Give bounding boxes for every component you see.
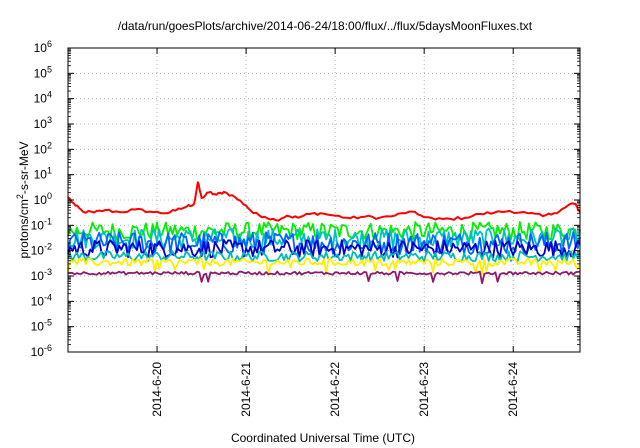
y-tick-label-base: 10 — [34, 193, 48, 207]
y-tick-label-base: 10 — [31, 244, 45, 258]
x-tick-label: 2014-6-23 — [417, 362, 431, 417]
y-tick-label-base: 10 — [34, 168, 48, 182]
y-tick-label: 10-1 — [31, 216, 52, 232]
y-tick-label: 100 — [34, 191, 52, 207]
y-tick-label-base: 10 — [31, 294, 45, 308]
y-tick-label-base: 10 — [34, 92, 48, 106]
y-tick-label: 10-6 — [31, 343, 52, 359]
y-tick-label-base: 10 — [34, 41, 48, 55]
grid — [68, 48, 580, 352]
y-tick-label: 10-2 — [31, 242, 52, 258]
y-tick-label-base: 10 — [34, 117, 48, 131]
y-axis-label-rest: -s-sr-MeV — [17, 141, 31, 194]
y-tick-label-base: 10 — [31, 320, 45, 334]
y-tick-label-exponent: 3 — [47, 115, 52, 125]
y-tick-label-exponent: -5 — [44, 318, 52, 328]
y-axis-label: protons/cm2-s-sr-MeV — [15, 141, 31, 258]
y-tick-label: 10-3 — [31, 267, 52, 283]
y-tick-label-exponent: -1 — [44, 216, 52, 226]
series-line — [67, 221, 581, 241]
x-tick-label: 2014-6-21 — [239, 362, 253, 417]
y-tick-label-base: 10 — [34, 142, 48, 156]
x-tick-label: 2014-6-20 — [150, 362, 164, 417]
plot-frame — [67, 47, 581, 353]
x-axis-label: Coordinated Universal Time (UTC) — [231, 431, 415, 445]
y-tick-label-exponent: -3 — [44, 267, 52, 277]
y-tick-label: 10-5 — [31, 318, 52, 334]
y-tick-label: 104 — [34, 90, 52, 106]
y-tick-label: 106 — [34, 39, 52, 55]
y-axis-label-base: protons/cm — [17, 199, 31, 258]
y-tick-label: 10-4 — [31, 292, 52, 308]
y-tick-label-exponent: -2 — [44, 242, 52, 252]
y-tick-label-exponent: -6 — [44, 343, 52, 353]
y-tick-label-exponent: 5 — [47, 64, 52, 74]
series-line — [67, 257, 581, 276]
y-axis-label-sup: 2 — [15, 194, 25, 199]
y-tick-label: 101 — [34, 166, 52, 182]
series-line — [67, 239, 581, 259]
y-tick-label: 105 — [34, 64, 52, 80]
y-tick-label-exponent: 1 — [47, 166, 52, 176]
axes: 10-610-510-410-310-210-11001011021031041… — [31, 39, 581, 417]
chart-title: /data/run/goesPlots/archive/2014-06-24/1… — [118, 19, 533, 33]
y-tick-label-base: 10 — [34, 66, 48, 80]
x-tick-label: 2014-6-24 — [506, 362, 520, 417]
y-tick-label: 102 — [34, 140, 52, 156]
y-tick-label-exponent: 0 — [47, 191, 52, 201]
y-tick-label-exponent: 6 — [47, 39, 52, 49]
series-line — [67, 181, 581, 222]
y-tick-label-base: 10 — [31, 345, 45, 359]
y-tick-label-exponent: 2 — [47, 140, 52, 150]
y-tick-label-base: 10 — [31, 218, 45, 232]
x-tick-label: 2014-6-22 — [328, 362, 342, 417]
series-line — [67, 270, 581, 285]
y-tick-label: 103 — [34, 115, 52, 131]
y-tick-label-exponent: -4 — [44, 292, 52, 302]
series-group — [67, 181, 581, 285]
y-tick-label-base: 10 — [31, 269, 45, 283]
y-tick-label-exponent: 4 — [47, 90, 52, 100]
